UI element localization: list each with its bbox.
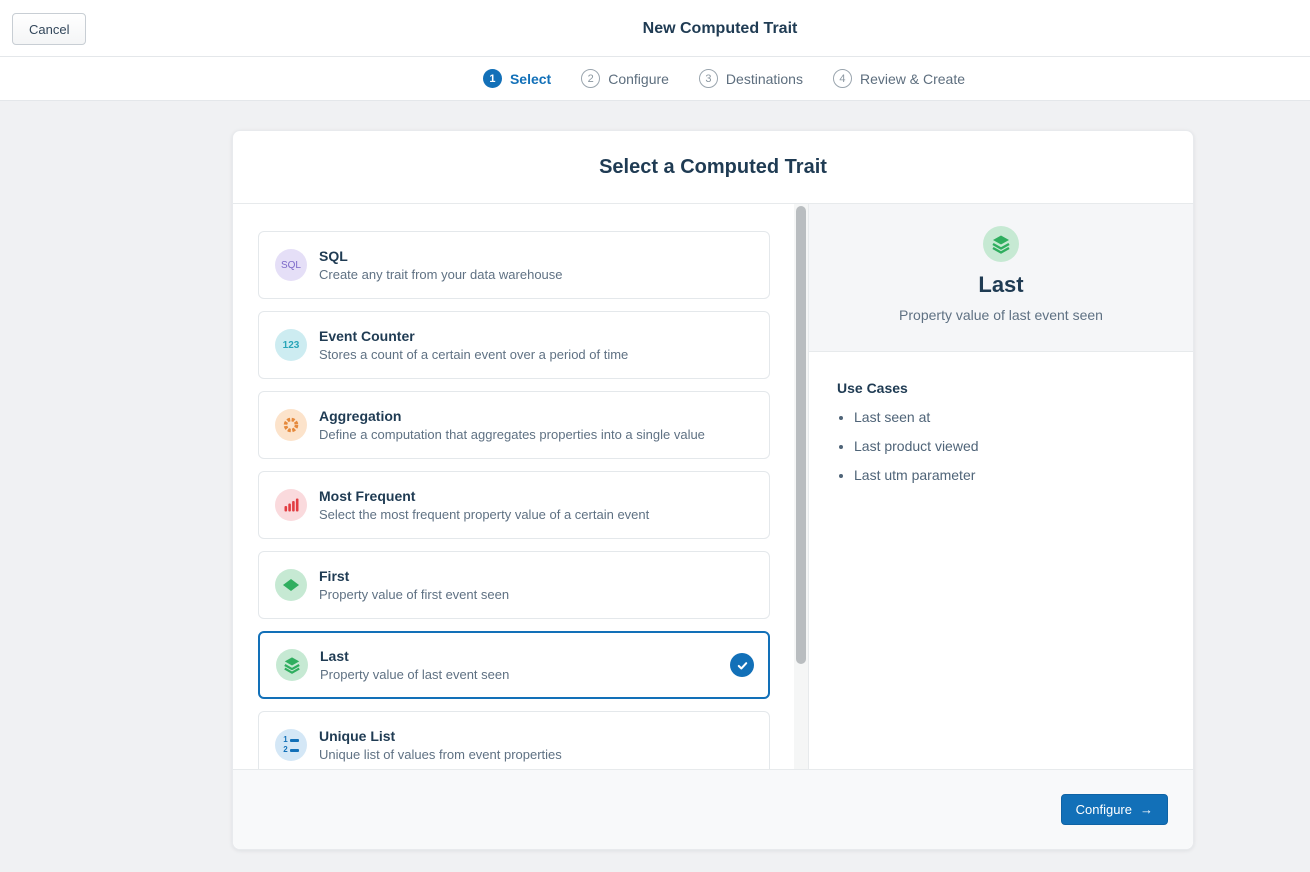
- detail-content: Use Cases Last seen at Last product view…: [809, 352, 1193, 496]
- trait-list: SQL SQL Create any trait from your data …: [233, 204, 808, 769]
- selected-check-icon: [730, 653, 754, 677]
- trait-title: SQL: [319, 248, 348, 264]
- scrollbar-thumb[interactable]: [796, 206, 806, 664]
- configure-button[interactable]: Configure →: [1060, 794, 1168, 825]
- trait-description: Select the most frequent property value …: [319, 507, 650, 522]
- trait-card-last[interactable]: Last Property value of last event seen: [258, 631, 770, 699]
- trait-description: Property value of last event seen: [320, 667, 510, 682]
- layers-icon: [983, 226, 1019, 262]
- trait-card-most-frequent[interactable]: Most Frequent Select the most frequent p…: [258, 471, 770, 539]
- modal-body: SQL SQL Create any trait from your data …: [233, 204, 1193, 769]
- use-cases-heading: Use Cases: [837, 380, 908, 396]
- trait-title: Most Frequent: [319, 488, 416, 504]
- step-1-circle: 1: [482, 69, 502, 88]
- step-3-circle: 3: [698, 69, 718, 88]
- sql-badge-icon: SQL: [275, 249, 307, 281]
- scrollbar-track[interactable]: [794, 204, 808, 769]
- trait-description: Stores a count of a certain event over a…: [319, 347, 629, 362]
- trait-title: Last: [320, 648, 349, 664]
- trait-card-event-counter[interactable]: 123 Event Counter Stores a count of a ce…: [258, 311, 770, 379]
- bar-chart-icon: [275, 489, 307, 521]
- trait-description: Define a computation that aggregates pro…: [319, 427, 705, 442]
- use-case-item: Last seen at: [854, 409, 1165, 425]
- modal-footer: Configure →: [233, 769, 1193, 849]
- gear-icon: [275, 409, 307, 441]
- configure-button-label: Configure: [1075, 802, 1132, 817]
- page-title: New Computed Trait: [642, 19, 798, 37]
- detail-header: Last Property value of last event seen: [809, 204, 1193, 352]
- select-trait-modal: Select a Computed Trait SQL SQL Create a…: [232, 130, 1194, 850]
- use-cases-list: Last seen at Last product viewed Last ut…: [854, 409, 1165, 483]
- step-review-create[interactable]: 4 Review & Create: [832, 69, 966, 88]
- trait-title: Event Counter: [319, 328, 415, 344]
- trait-title: Aggregation: [319, 408, 402, 424]
- trait-card-aggregation[interactable]: Aggregation Define a computation that ag…: [258, 391, 770, 459]
- trait-title: First: [319, 568, 350, 584]
- stepper: 1 Select 2 Configure 3 Destinations 4 Re…: [138, 57, 1310, 100]
- trait-detail-panel: Last Property value of last event seen U…: [808, 204, 1193, 769]
- arrow-right-icon: →: [1140, 802, 1153, 817]
- detail-subtitle: Property value of last event seen: [899, 307, 1103, 323]
- step-destinations[interactable]: 3 Destinations: [698, 69, 803, 88]
- counter-badge-icon: 123: [275, 329, 307, 361]
- trait-card-unique-list[interactable]: 1 2 Unique List Unique list of values fr…: [258, 711, 770, 769]
- cancel-button[interactable]: Cancel: [12, 13, 87, 45]
- modal-title: Select a Computed Trait: [599, 155, 827, 178]
- diamond-icon: [275, 569, 307, 601]
- step-4-label: Review & Create: [859, 70, 966, 87]
- trait-title: Unique List: [319, 728, 396, 744]
- trait-description: Create any trait from your data warehous…: [319, 267, 563, 282]
- stepper-bar: 1 Select 2 Configure 3 Destinations 4 Re…: [0, 57, 1310, 101]
- modal-header: Select a Computed Trait: [233, 131, 1193, 204]
- detail-title: Last: [978, 272, 1024, 297]
- numbered-list-icon: 1 2: [275, 729, 307, 761]
- trait-card-sql[interactable]: SQL SQL Create any trait from your data …: [258, 231, 770, 299]
- use-case-item: Last product viewed: [854, 438, 1165, 454]
- top-header-bar: Cancel New Computed Trait: [0, 0, 1310, 57]
- step-2-circle: 2: [581, 69, 601, 88]
- trait-description: Unique list of values from event propert…: [319, 747, 562, 762]
- step-2-label: Configure: [608, 70, 669, 87]
- step-3-label: Destinations: [725, 70, 803, 87]
- step-select[interactable]: 1 Select: [482, 69, 552, 88]
- trait-description: Property value of first event seen: [319, 587, 510, 602]
- step-configure[interactable]: 2 Configure: [581, 69, 669, 88]
- step-1-label: Select: [509, 70, 552, 87]
- layers-icon: [276, 649, 308, 681]
- use-case-item: Last utm parameter: [854, 467, 1165, 483]
- trait-card-first[interactable]: First Property value of first event seen: [258, 551, 770, 619]
- step-4-circle: 4: [832, 69, 852, 88]
